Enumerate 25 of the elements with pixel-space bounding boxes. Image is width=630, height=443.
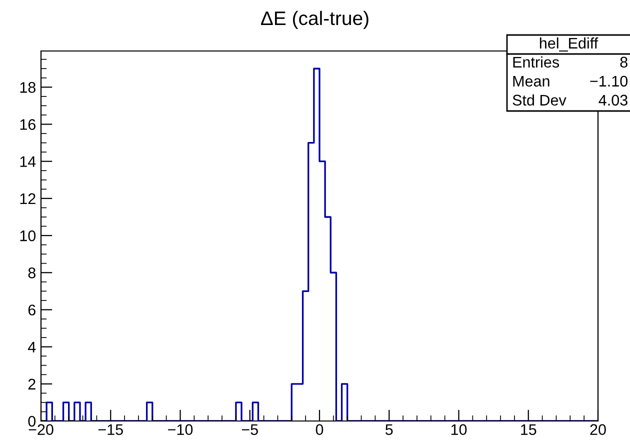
chart-title: ΔE (cal-true) <box>261 10 368 29</box>
y-tick-label: 8 <box>28 267 36 278</box>
x-tick-label: 15 <box>521 424 536 435</box>
y-tick-label: 2 <box>28 378 36 390</box>
y-tick-label: 16 <box>20 119 36 130</box>
annotation: Std Dev <box>512 94 566 106</box>
x-tick-label: 10 <box>451 424 467 435</box>
x-tick-label: 20 <box>590 424 606 435</box>
y-tick-label: 4 <box>28 342 36 352</box>
annotation: hel_Ediff <box>540 37 598 52</box>
annotation: −1.10 <box>590 76 628 87</box>
text: 4.03 <box>598 94 628 106</box>
y-tick-label: 6 <box>28 304 36 316</box>
x-tick-label: −15 <box>98 424 123 435</box>
y-tick-label: 14 <box>20 156 36 167</box>
x-tick-label: 0 <box>316 424 324 435</box>
y-tick-label: 10 <box>20 230 36 242</box>
text: 8 <box>620 56 628 68</box>
y-tick-label: 12 <box>20 193 36 204</box>
x-tick-label: 5 <box>385 424 393 435</box>
x-tick-label: −10 <box>168 424 193 435</box>
annotation: Entries <box>513 56 560 68</box>
annotation: Mean <box>513 76 550 87</box>
y-tick-label: 18 <box>20 82 36 93</box>
x-tick-label: −5 <box>242 424 258 435</box>
